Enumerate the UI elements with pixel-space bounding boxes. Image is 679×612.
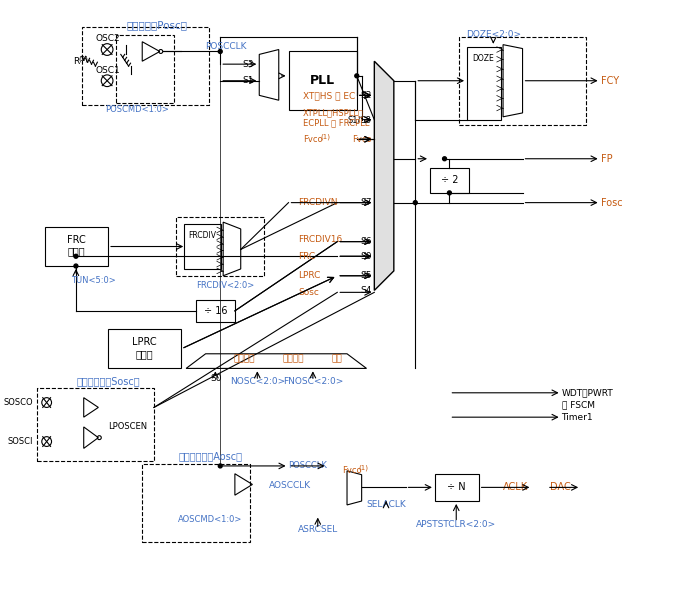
Text: S0: S0 xyxy=(210,374,222,382)
Text: DOZE<2:0>: DOZE<2:0> xyxy=(466,31,521,39)
Text: 振荡器: 振荡器 xyxy=(135,349,153,359)
Text: 辅助振荡器（Sosc）: 辅助振荡器（Sosc） xyxy=(76,376,140,386)
Circle shape xyxy=(218,464,222,468)
Text: (1): (1) xyxy=(359,465,369,471)
Text: FP: FP xyxy=(600,154,612,164)
Text: S1/S3: S1/S3 xyxy=(348,115,371,124)
Bar xyxy=(467,47,501,120)
Text: ÷ 16: ÷ 16 xyxy=(204,306,227,316)
Text: LPRC: LPRC xyxy=(132,337,156,347)
Text: LPRC: LPRC xyxy=(298,271,320,280)
Text: 时钟故障: 时钟故障 xyxy=(234,354,255,363)
Text: AOSCMD<1:0>: AOSCMD<1:0> xyxy=(179,515,242,524)
Circle shape xyxy=(218,50,222,53)
Circle shape xyxy=(74,264,78,268)
Text: Sosc: Sosc xyxy=(298,288,319,297)
Bar xyxy=(37,388,154,461)
Text: FRCDIV: FRCDIV xyxy=(189,231,217,241)
Text: Fvco: Fvco xyxy=(352,135,371,144)
Circle shape xyxy=(74,255,78,258)
Text: DOZE: DOZE xyxy=(473,54,494,63)
Text: FRC: FRC xyxy=(67,234,86,245)
Bar xyxy=(430,168,469,193)
Text: ASRCSEL: ASRCSEL xyxy=(297,525,338,534)
Text: 主振荡器（Posc）: 主振荡器（Posc） xyxy=(126,20,187,30)
Text: OSC2: OSC2 xyxy=(96,34,120,43)
Text: 时钟切换: 时钟切换 xyxy=(282,354,304,363)
Text: XT、HS 和 EC: XT、HS 和 EC xyxy=(303,91,355,100)
Text: WDT、PWRT: WDT、PWRT xyxy=(562,388,613,397)
Circle shape xyxy=(414,201,417,204)
Circle shape xyxy=(443,157,447,161)
Text: S6: S6 xyxy=(360,237,371,246)
Bar xyxy=(289,51,356,110)
Text: 附属振荡器（Aosc）: 附属振荡器（Aosc） xyxy=(179,451,242,461)
Text: 和 FSCM: 和 FSCM xyxy=(562,400,595,409)
Text: S4: S4 xyxy=(360,286,371,295)
Text: XTPLL、HSPLL、: XTPLL、HSPLL、 xyxy=(303,108,364,118)
Bar xyxy=(45,227,108,266)
Bar xyxy=(142,464,249,542)
Text: PLL: PLL xyxy=(310,74,335,88)
Text: FNOSC<2:0>: FNOSC<2:0> xyxy=(282,376,343,386)
Text: S7: S7 xyxy=(360,198,371,207)
Text: OSC1: OSC1 xyxy=(96,67,120,75)
Text: ACLK: ACLK xyxy=(503,482,528,493)
Text: Fvco: Fvco xyxy=(303,135,323,144)
Bar xyxy=(116,35,175,103)
Text: FCY: FCY xyxy=(600,76,619,86)
Text: S0: S0 xyxy=(360,252,371,261)
Text: Fvco: Fvco xyxy=(342,466,362,476)
Text: SELACLK: SELACLK xyxy=(366,501,406,509)
Text: Fosc: Fosc xyxy=(600,198,622,207)
Circle shape xyxy=(447,191,452,195)
Text: (1): (1) xyxy=(320,133,331,140)
Text: S1: S1 xyxy=(242,76,253,85)
Text: (2): (2) xyxy=(79,55,89,62)
Text: S2: S2 xyxy=(360,91,371,100)
Text: R: R xyxy=(73,57,79,65)
Bar xyxy=(196,300,235,321)
Text: NOSC<2:0>: NOSC<2:0> xyxy=(230,376,285,386)
Text: DAC: DAC xyxy=(550,482,570,493)
Bar xyxy=(435,474,479,501)
Text: FRC: FRC xyxy=(298,252,315,261)
Text: SOSCI: SOSCI xyxy=(7,437,33,446)
Text: ECPLL 和 FRCPLL: ECPLL 和 FRCPLL xyxy=(303,118,369,127)
Text: S3: S3 xyxy=(242,59,253,69)
Text: POSCCLK: POSCCLK xyxy=(289,461,327,471)
Text: S5: S5 xyxy=(360,271,371,280)
Bar xyxy=(459,37,586,125)
Text: LPOSCEN: LPOSCEN xyxy=(108,422,147,431)
Text: POSCCLK: POSCCLK xyxy=(206,42,247,51)
Bar xyxy=(81,27,208,105)
Bar xyxy=(177,217,264,276)
Text: FRCDIVN: FRCDIVN xyxy=(298,198,337,207)
Polygon shape xyxy=(374,61,394,291)
Text: FRCDIV16: FRCDIV16 xyxy=(298,235,342,244)
Text: Timer1: Timer1 xyxy=(562,412,593,422)
Circle shape xyxy=(355,74,359,78)
Text: APSTSTCLR<2:0>: APSTSTCLR<2:0> xyxy=(416,520,496,529)
Text: FRCDIV<2:0>: FRCDIV<2:0> xyxy=(196,281,254,290)
Text: SOSCO: SOSCO xyxy=(3,398,33,407)
Text: ÷ 2: ÷ 2 xyxy=(441,175,458,185)
Bar xyxy=(108,329,181,368)
Text: AOSCCLK: AOSCCLK xyxy=(269,481,311,490)
Text: TUN<5:0>: TUN<5:0> xyxy=(71,276,116,285)
Text: 复位: 复位 xyxy=(332,354,343,363)
Text: ÷ N: ÷ N xyxy=(447,482,466,493)
Bar xyxy=(184,224,221,269)
Text: 振荡器: 振荡器 xyxy=(67,247,85,256)
Text: POSCMD<1:0>: POSCMD<1:0> xyxy=(105,105,169,114)
